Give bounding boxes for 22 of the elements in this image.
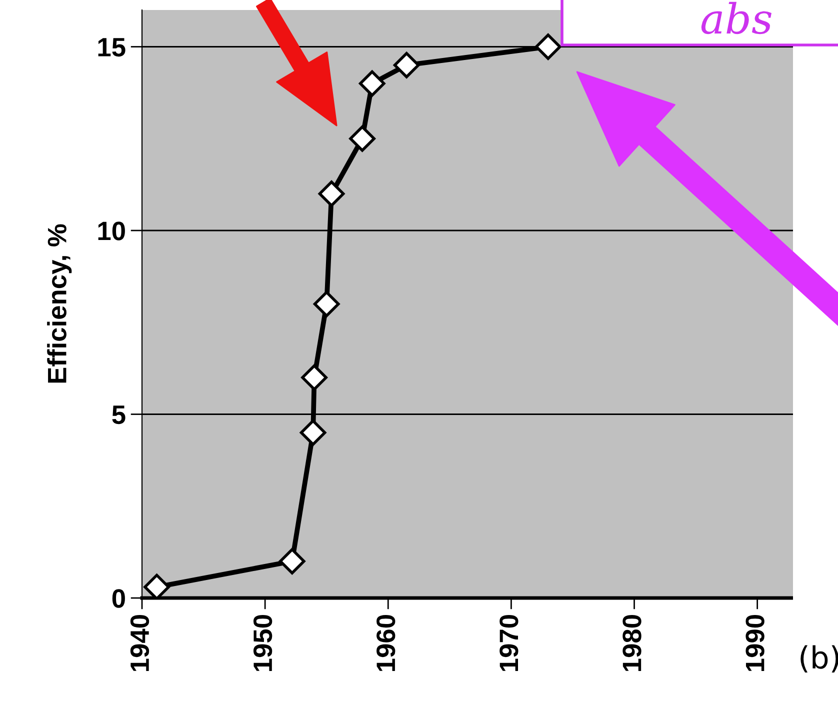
y-axis-title: Efficiency, % bbox=[47, 224, 72, 383]
point bbox=[318, 180, 345, 207]
y-tick-label: 10 bbox=[98, 222, 125, 240]
x-tick-label: 1940 bbox=[130, 615, 150, 672]
x-tick-label: 1990 bbox=[746, 615, 764, 672]
x-tick-label: 1960 bbox=[376, 615, 396, 672]
y-tick-label: 5 bbox=[112, 406, 126, 424]
point bbox=[358, 70, 386, 97]
point bbox=[534, 34, 562, 60]
point bbox=[278, 548, 306, 574]
point bbox=[300, 419, 326, 446]
point bbox=[313, 290, 340, 318]
point bbox=[349, 125, 376, 152]
point bbox=[301, 364, 328, 391]
x-tick-label: 1950 bbox=[253, 615, 272, 672]
annotation: abs bbox=[701, 2, 772, 34]
x-tick-label: 1970 bbox=[500, 615, 518, 672]
point bbox=[393, 52, 420, 78]
point bbox=[144, 574, 170, 598]
y-tick-label: 15 bbox=[98, 38, 126, 57]
y-tick-label: 0 bbox=[112, 589, 125, 608]
x-tick-label: 1980 bbox=[622, 615, 642, 672]
